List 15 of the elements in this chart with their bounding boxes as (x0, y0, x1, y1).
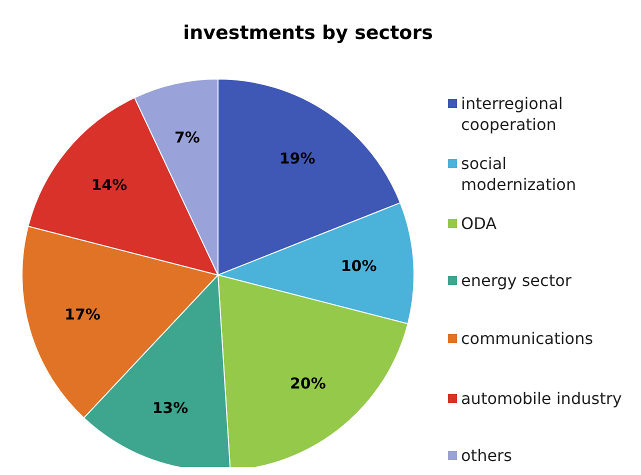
data-label: 20% (290, 374, 326, 393)
data-label: 19% (279, 149, 316, 168)
legend-label: automobile industry (461, 388, 623, 409)
legend-label: energy sector (461, 270, 572, 291)
legend-label: social modernization (461, 153, 578, 195)
legend-label: others (461, 445, 513, 466)
data-label: 10% (340, 257, 377, 276)
data-label: 13% (152, 398, 188, 417)
data-label: 14% (91, 176, 128, 194)
chart-title: investments by sectors (182, 22, 434, 44)
data-label: 7% (174, 128, 200, 146)
legend-label: communications (461, 328, 594, 349)
legend-label: ODA (461, 213, 498, 234)
data-label: 17% (64, 305, 100, 324)
legend-label: interregional cooperation (461, 93, 564, 135)
